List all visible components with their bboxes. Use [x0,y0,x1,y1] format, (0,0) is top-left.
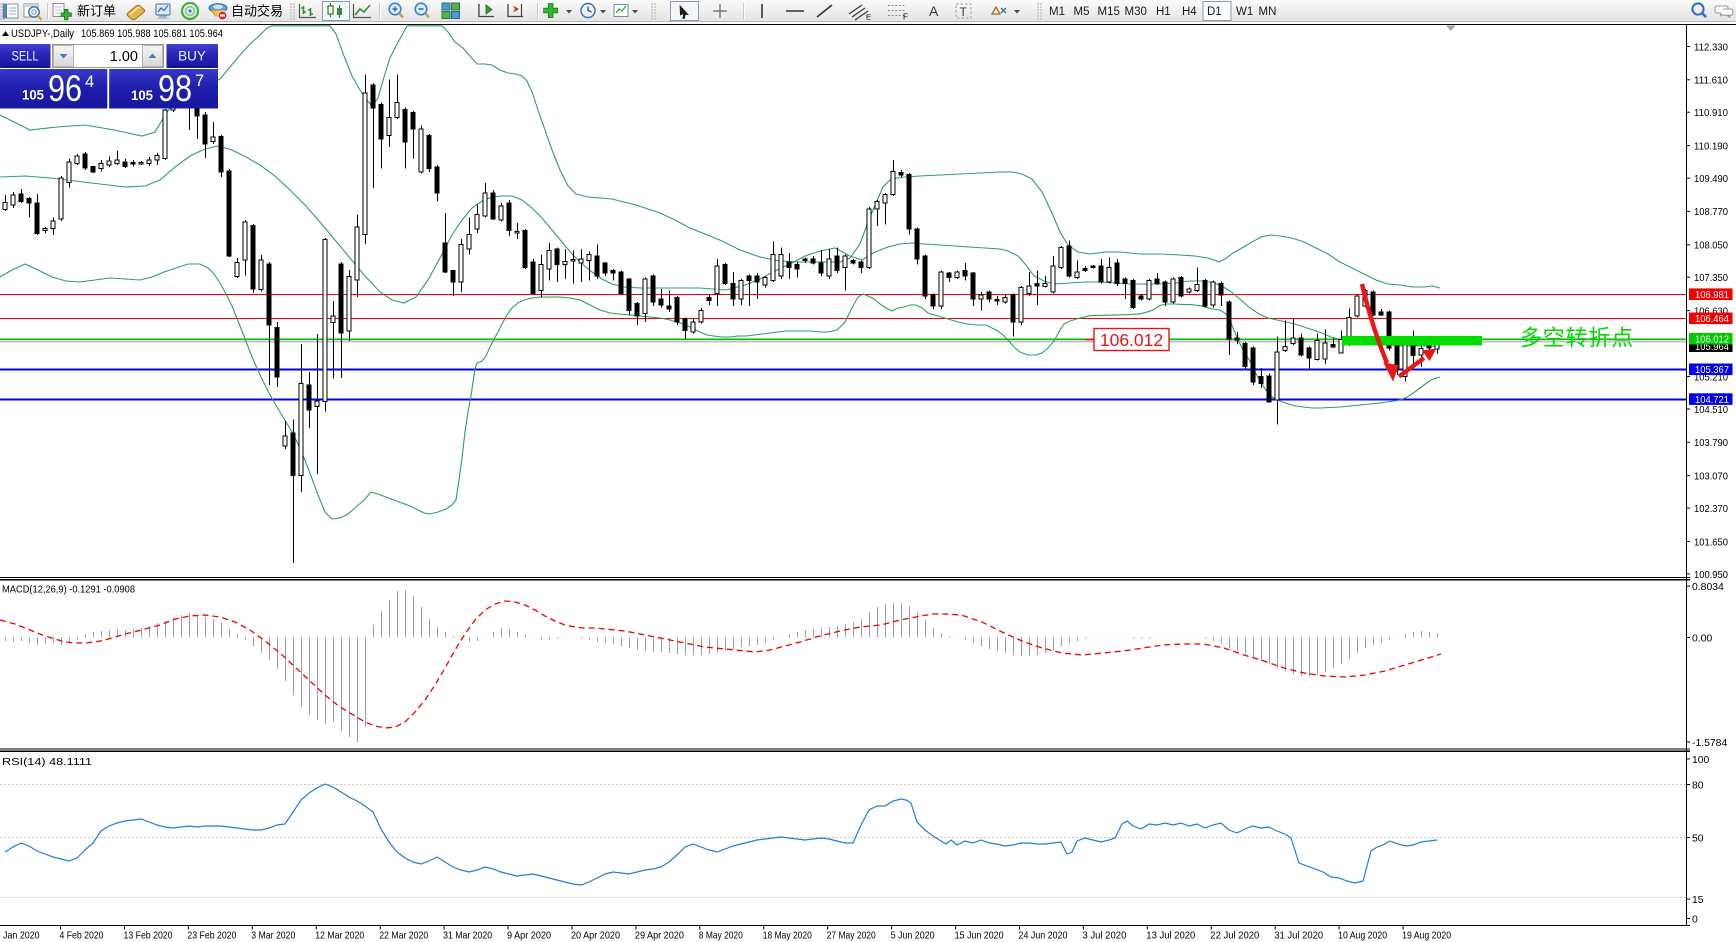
svg-text:8 May 2020: 8 May 2020 [699,930,743,942]
svg-text:D1: D1 [1207,6,1222,18]
svg-text:15 Jun 2020: 15 Jun 2020 [955,930,1004,942]
svg-text:19 Aug 2020: 19 Aug 2020 [1402,930,1451,942]
svg-text:105: 105 [22,87,44,103]
svg-text:1.00: 1.00 [110,49,138,65]
svg-text:-1.5784: -1.5784 [1692,738,1727,749]
svg-text:SELL: SELL [12,49,39,64]
svg-text:12 Mar 2020: 12 Mar 2020 [315,930,364,942]
svg-text:MN: MN [1259,6,1277,18]
svg-text:3 Jul 2020: 3 Jul 2020 [1082,930,1126,942]
svg-text:H4: H4 [1182,6,1197,18]
svg-text:31 Mar 2020: 31 Mar 2020 [443,930,492,942]
svg-text:USDJPY-,Daily: USDJPY-,Daily [11,28,74,40]
svg-text:3 Mar 2020: 3 Mar 2020 [251,930,295,942]
svg-text:22 Jul 2020: 22 Jul 2020 [1210,930,1259,942]
svg-text:20 Apr 2020: 20 Apr 2020 [571,930,620,942]
svg-text:110.910: 110.910 [1694,108,1728,119]
svg-text:E: E [866,13,871,22]
svg-text:6 Jan 2020: 6 Jan 2020 [0,930,40,942]
svg-text:80: 80 [1692,780,1704,791]
svg-text:0.8034: 0.8034 [1692,582,1724,593]
svg-text:106.630: 106.630 [1694,306,1728,317]
svg-text:23 Feb 2020: 23 Feb 2020 [187,930,236,942]
svg-text:F: F [903,13,908,22]
svg-text:T: T [960,5,968,19]
svg-text:自动交易: 自动交易 [231,4,283,19]
svg-text:5 Jun 2020: 5 Jun 2020 [891,930,935,942]
svg-text:4: 4 [85,73,94,91]
svg-text:98: 98 [158,68,192,109]
svg-text:0.00: 0.00 [1692,633,1712,644]
svg-text:13 Feb 2020: 13 Feb 2020 [124,930,173,942]
svg-text:10 Aug 2020: 10 Aug 2020 [1338,930,1387,942]
svg-text:103.070: 103.070 [1694,472,1728,483]
svg-text:BUY: BUY [178,49,206,64]
svg-text:31 Jul 2020: 31 Jul 2020 [1274,930,1323,942]
svg-text:29 Apr 2020: 29 Apr 2020 [635,930,684,942]
svg-text:107.350: 107.350 [1694,273,1728,284]
svg-text:101.650: 101.650 [1694,537,1728,548]
svg-text:106.012: 106.012 [1100,330,1163,350]
svg-text:103.790: 103.790 [1694,438,1728,449]
svg-text:H1: H1 [1156,6,1171,18]
svg-text:100: 100 [1692,755,1710,766]
svg-text:106.464: 106.464 [1695,314,1729,325]
svg-text:M5: M5 [1074,6,1090,18]
svg-text:MACD(12,26,9) -0.1291 -0.0908: MACD(12,26,9) -0.1291 -0.0908 [2,584,135,596]
svg-text:4 Feb 2020: 4 Feb 2020 [60,930,104,942]
svg-text:24 Jun 2020: 24 Jun 2020 [1019,930,1068,942]
svg-text:22 Mar 2020: 22 Mar 2020 [379,930,428,942]
svg-text:27 May 2020: 27 May 2020 [827,930,876,942]
svg-text:96: 96 [48,68,82,109]
svg-text:112.330: 112.330 [1694,42,1728,53]
svg-text:106.012: 106.012 [1695,335,1729,346]
svg-text:M30: M30 [1125,6,1147,18]
svg-text:105.869 105.988 105.681 105.96: 105.869 105.988 105.681 105.964 [81,28,223,40]
svg-text:102.370: 102.370 [1694,504,1728,515]
svg-text:104.510: 104.510 [1694,405,1728,416]
svg-text:106.981: 106.981 [1695,290,1729,301]
svg-text:15: 15 [1692,895,1704,906]
svg-text:A: A [929,3,939,19]
svg-text:W1: W1 [1236,6,1253,18]
svg-text:104.721: 104.721 [1695,395,1729,406]
svg-text:111.610: 111.610 [1694,76,1728,87]
svg-text:9 Apr 2020: 9 Apr 2020 [507,930,551,942]
svg-text:108.770: 108.770 [1694,207,1728,218]
svg-text:105.964: 105.964 [1695,342,1729,353]
svg-text:M1: M1 [1049,6,1065,18]
svg-text:多空转折点: 多空转折点 [1520,326,1634,351]
svg-text:新订单: 新订单 [77,4,116,19]
svg-text:105.210: 105.210 [1694,372,1728,383]
svg-text:RSI(14) 48.1111: RSI(14) 48.1111 [2,756,92,768]
svg-text:110.190: 110.190 [1694,141,1728,152]
svg-text:50: 50 [1692,833,1704,844]
svg-text:100.950: 100.950 [1694,570,1728,581]
svg-text:M15: M15 [1098,6,1120,18]
svg-text:109.490: 109.490 [1694,174,1728,185]
svg-text:108.050: 108.050 [1694,241,1728,252]
svg-text:18 May 2020: 18 May 2020 [763,930,812,942]
svg-text:13 Jul 2020: 13 Jul 2020 [1146,930,1195,942]
svg-text:7: 7 [195,72,204,90]
svg-text:0: 0 [1692,914,1698,925]
svg-text:105.367: 105.367 [1695,365,1729,376]
svg-text:105: 105 [131,87,153,103]
